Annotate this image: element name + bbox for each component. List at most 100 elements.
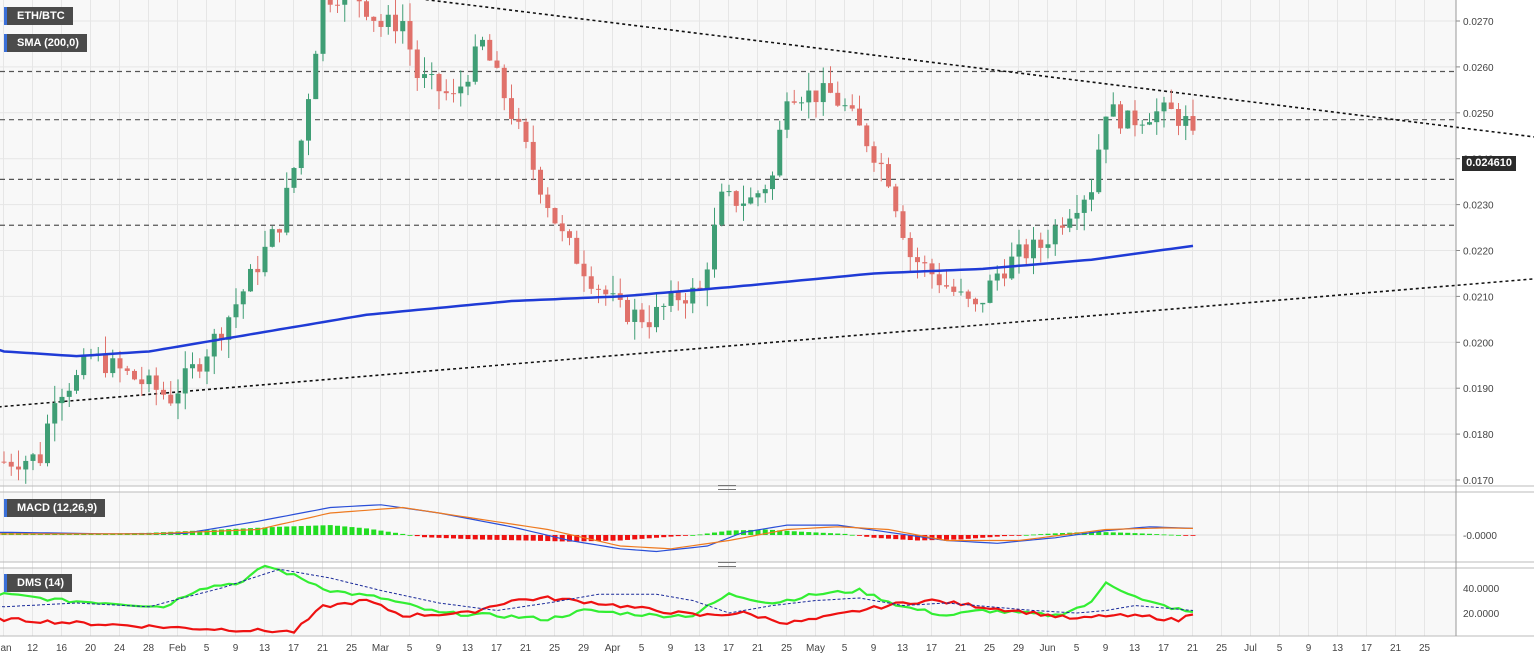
x-tick-label: 9	[871, 643, 877, 654]
x-tick-label: 13	[694, 643, 706, 654]
candle-body	[545, 194, 551, 209]
macd-histogram-bar	[733, 530, 739, 535]
macd-histogram-bar	[1009, 535, 1015, 536]
candle-body	[16, 466, 21, 470]
macd-histogram-bar	[306, 525, 311, 535]
candle-body	[37, 454, 43, 464]
candle-body	[313, 53, 319, 100]
candle-body	[552, 208, 558, 224]
macd-histogram-bar	[936, 535, 942, 540]
candle-body	[900, 211, 906, 238]
candle-body	[226, 317, 232, 340]
candle-body	[1183, 116, 1189, 126]
candle-body	[799, 102, 804, 104]
candle-body	[864, 125, 870, 147]
candle-body	[559, 223, 565, 232]
y-tick-label: 0.0210	[1463, 292, 1494, 303]
candle-body	[842, 105, 848, 107]
candle-body	[1176, 108, 1181, 126]
candle-body	[30, 454, 36, 461]
x-tick-label: 17	[491, 643, 503, 654]
macd-histogram-bar	[516, 535, 522, 541]
trendlines	[0, 0, 1534, 408]
candle-body	[1045, 244, 1051, 248]
candle-body	[356, 0, 362, 2]
x-tick-label: Feb	[169, 643, 187, 654]
candle-body	[465, 81, 471, 87]
macd-histogram-bar	[552, 535, 558, 542]
macd-histogram-bar	[1183, 535, 1189, 536]
panel-splitter-1[interactable]	[718, 485, 736, 490]
candle-body	[306, 99, 311, 141]
macd-histogram-bar	[842, 533, 848, 535]
macd-histogram-bar	[748, 529, 754, 535]
candle-body	[182, 368, 188, 394]
macd-histogram-bar	[1168, 534, 1174, 536]
macd-histogram-bar	[683, 535, 688, 536]
macd-histogram-bar	[219, 529, 224, 535]
macd-histogram-bar	[545, 535, 551, 542]
panel-splitter-2[interactable]	[718, 562, 736, 567]
macd-y-tick-label: -0.0000	[1463, 531, 1497, 542]
candle-body	[269, 229, 275, 247]
macd-histogram-bar	[284, 526, 290, 535]
x-tick-label: 13	[462, 643, 474, 654]
x-tick-label: 5	[1074, 643, 1080, 654]
macd-histogram-bar	[1031, 534, 1036, 536]
x-tick-label: 25	[1216, 643, 1228, 654]
candle-body	[675, 291, 681, 301]
macd-histogram-bar	[1190, 535, 1196, 536]
candle-body	[291, 168, 297, 188]
candle-body	[994, 273, 1000, 281]
macd-histogram-bar	[973, 535, 978, 539]
candle-body	[777, 129, 783, 176]
candle-body	[1147, 122, 1152, 125]
x-tick-label: 24	[114, 643, 126, 654]
candle-body	[755, 193, 761, 198]
macd-histogram-bar	[530, 535, 536, 541]
candle-body	[741, 203, 746, 206]
candle-body	[103, 353, 108, 374]
x-tick-label: 25	[346, 643, 358, 654]
candle-body	[639, 309, 645, 323]
macd-histogram-bar	[1060, 533, 1065, 535]
candle-body	[378, 20, 384, 27]
macd-histogram-bar	[704, 533, 710, 535]
candlestick-series	[1, 0, 1196, 484]
candle-body	[690, 287, 696, 304]
macd-histogram-bar	[849, 534, 855, 536]
candle-body	[1154, 111, 1160, 123]
candle-body	[429, 74, 435, 76]
dms-minus-di-line	[0, 595, 1194, 634]
macd-histogram-bar	[820, 532, 826, 535]
macd-histogram-bar	[617, 535, 623, 541]
candle-body	[472, 46, 478, 82]
macd-histogram-bar	[335, 525, 340, 535]
x-tick-label: 25	[984, 643, 996, 654]
candle-body	[661, 305, 667, 307]
candle-body	[393, 14, 398, 32]
macd-histogram-bar	[871, 535, 877, 538]
candle-body	[284, 187, 290, 233]
x-tick-label: 17	[288, 643, 300, 654]
macd-histogram-bar	[567, 535, 572, 542]
x-tick-label: Jun	[1039, 643, 1055, 654]
macd-histogram-bar	[893, 535, 899, 540]
candle-body	[530, 141, 536, 170]
candle-body	[712, 224, 717, 270]
macd-histogram-bar	[349, 527, 355, 535]
x-tick-label: 5	[842, 643, 848, 654]
candle-body	[335, 4, 340, 6]
candle-body	[436, 74, 442, 92]
candle-body	[59, 396, 65, 404]
x-tick-label: 17	[1361, 643, 1373, 654]
candle-body	[567, 231, 572, 238]
macd-histogram-bar	[900, 535, 906, 540]
candle-body	[654, 306, 659, 328]
candle-body	[893, 186, 899, 212]
candle-body	[907, 237, 913, 258]
candle-body	[871, 146, 877, 163]
macd-histogram-bar	[1154, 534, 1160, 535]
candle-body	[581, 263, 587, 277]
